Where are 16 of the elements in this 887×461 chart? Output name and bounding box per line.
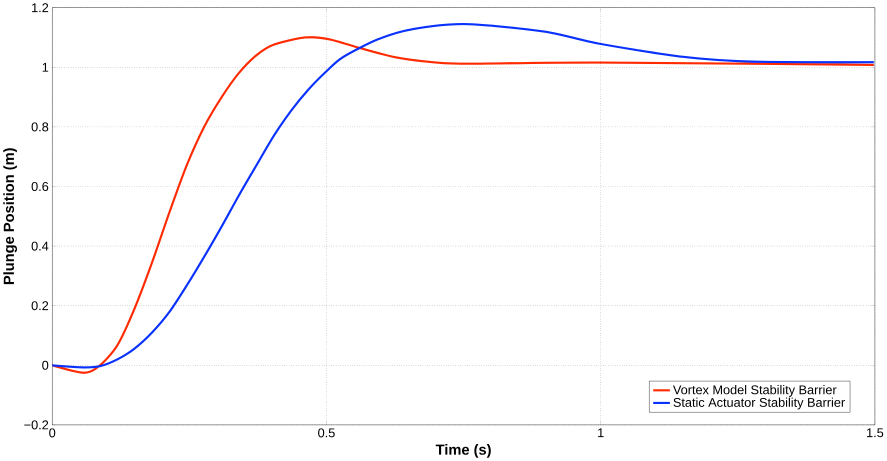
x-axis-title: Time (s): [436, 444, 491, 458]
y-tick-label: 0.2: [32, 301, 48, 310]
y-axis-title: Plunge Position (m): [3, 148, 17, 284]
legend-label: Static Actuator Stability Barrier: [673, 398, 845, 410]
y-tick-label: 1: [42, 62, 48, 72]
x-tick-label: 1: [598, 428, 604, 438]
y-tick-label: 0.4: [32, 242, 48, 251]
legend-label: Vortex Model Stability Barrier: [672, 384, 836, 397]
y-tick-label: 0: [42, 360, 48, 370]
x-tick-label: 1.5: [867, 428, 884, 438]
y-tick-label: −0.2: [24, 420, 48, 430]
y-tick-label: 0.8: [32, 122, 48, 132]
x-tick-label: 0: [49, 428, 56, 438]
y-tick-label: 1.2: [32, 3, 48, 12]
y-tick-label: 0.6: [32, 182, 48, 192]
x-tick-label: 0.5: [318, 428, 335, 438]
